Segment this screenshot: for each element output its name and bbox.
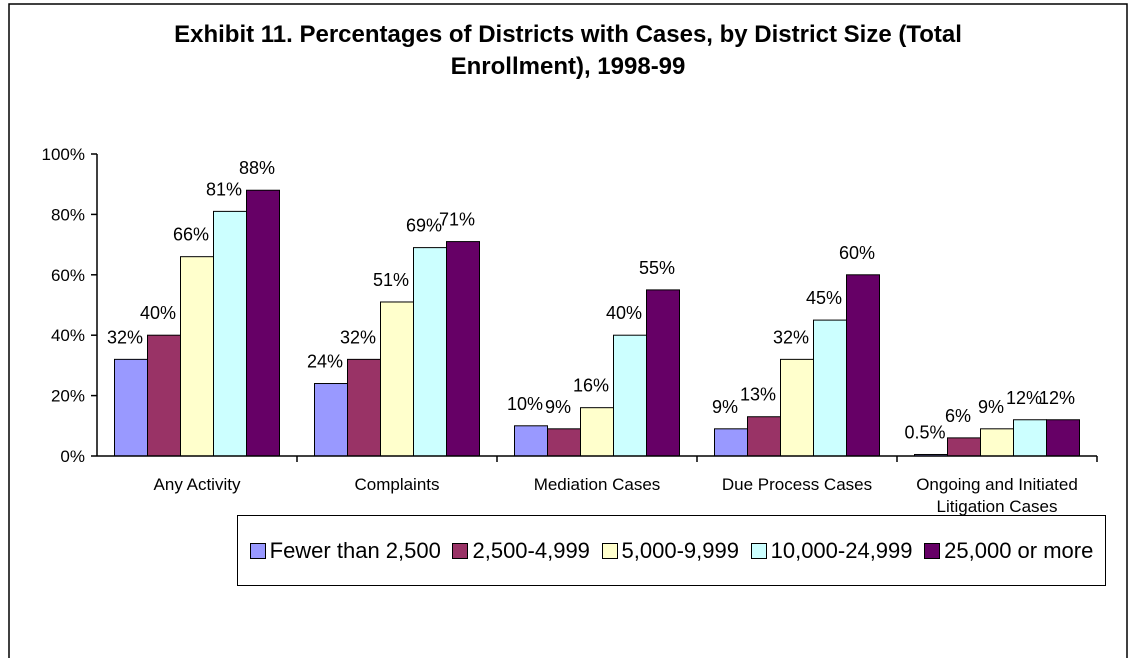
chart-border — [8, 3, 1128, 658]
value-label: 88% — [239, 158, 275, 178]
chart-title: Exhibit 11. Percentages of Districts wit… — [174, 21, 962, 80]
bar — [380, 301, 414, 457]
legend-label: Fewer than 2,500 — [269, 537, 441, 563]
bar — [714, 428, 748, 457]
value-label: 69% — [406, 216, 442, 236]
bar — [314, 383, 348, 457]
y-tick-label: 80% — [51, 205, 85, 224]
x-tick-label: Ongoing and Initiated Litigation Cases — [916, 475, 1078, 516]
y-tick-label: 40% — [51, 326, 85, 345]
x-tick-label: Complaints — [354, 475, 440, 494]
legend-item: 2,500-4,999 — [452, 537, 590, 564]
x-tick-label: Due Process Cases — [721, 475, 873, 494]
y-tick-label: 20% — [51, 387, 85, 406]
value-label: 60% — [839, 243, 875, 263]
bar — [646, 289, 680, 457]
bar — [580, 407, 614, 457]
value-label: 32% — [773, 327, 809, 347]
y-tick-label: 0% — [60, 447, 85, 466]
bar — [613, 334, 647, 457]
value-label: 40% — [140, 303, 176, 323]
value-label: 9% — [545, 397, 571, 417]
legend-swatch — [452, 542, 469, 559]
bar — [547, 428, 581, 457]
legend-swatch — [750, 542, 767, 559]
bar — [180, 256, 214, 457]
value-label: 32% — [107, 327, 143, 347]
legend-label: 10,000-24,999 — [770, 537, 913, 563]
value-label: 66% — [173, 225, 209, 245]
value-label: 16% — [573, 376, 609, 396]
bar — [1013, 419, 1047, 457]
bar — [446, 241, 480, 457]
value-label: 81% — [206, 179, 242, 199]
value-label: 45% — [806, 288, 842, 308]
bar — [1046, 419, 1080, 457]
legend-item: 25,000 or more — [924, 538, 1093, 564]
legend: Fewer than 2,500 2,500-4,999 5,000-9,999 10… — [237, 515, 1106, 586]
legend-swatch — [924, 542, 941, 559]
value-label: 32% — [340, 327, 376, 347]
bar — [846, 274, 880, 457]
bar — [413, 247, 447, 457]
legend-label: 5,000-9,999 — [621, 537, 739, 563]
bar — [246, 189, 280, 457]
bar — [747, 416, 781, 457]
bar — [514, 425, 548, 457]
bar — [147, 334, 181, 457]
value-label: 13% — [740, 385, 776, 405]
legend-label: 2,500-4,999 — [472, 537, 590, 563]
value-label: 10% — [507, 394, 543, 414]
legend-label: 25,000 or more — [944, 537, 1094, 563]
x-tick-label: Any Activity — [153, 475, 241, 494]
legend-item: 5,000-9,999 — [601, 537, 739, 564]
value-label: 40% — [606, 303, 642, 323]
value-label: 71% — [439, 210, 475, 230]
legend-swatch — [249, 542, 266, 559]
value-label: 51% — [373, 270, 409, 290]
bar — [947, 437, 981, 457]
bar — [114, 358, 148, 457]
value-label: 24% — [307, 352, 343, 372]
value-label: 55% — [639, 258, 675, 278]
value-label: 9% — [978, 397, 1004, 417]
value-label: 12% — [1039, 388, 1075, 408]
bar — [980, 428, 1014, 457]
bar — [813, 319, 847, 457]
y-tick-label: 60% — [51, 266, 85, 285]
value-label: 12% — [1006, 388, 1042, 408]
legend-item: 10,000-24,999 — [750, 537, 913, 564]
bar — [347, 358, 381, 457]
value-label: 0.5% — [904, 422, 945, 442]
bar — [780, 358, 814, 457]
value-label: 9% — [712, 397, 738, 417]
y-tick-label: 100% — [42, 145, 85, 164]
value-label: 6% — [945, 406, 971, 426]
x-tick-label: Mediation Cases — [533, 475, 661, 494]
legend-swatch — [601, 542, 618, 559]
legend-item: Fewer than 2,500 — [249, 537, 441, 564]
bar — [213, 210, 247, 457]
